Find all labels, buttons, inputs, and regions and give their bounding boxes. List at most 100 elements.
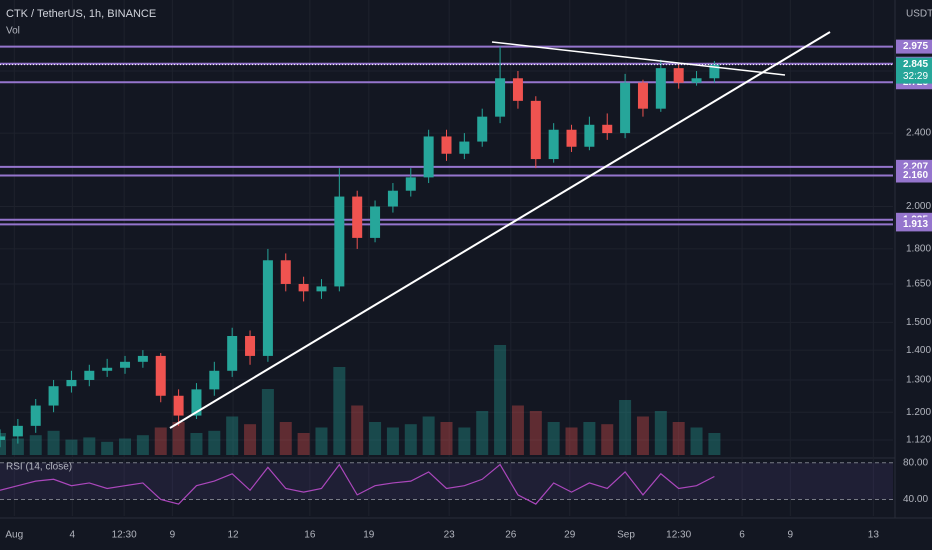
volume-bar — [494, 345, 507, 455]
level-label: 2.160 — [903, 170, 928, 181]
x-tick-label: 6 — [739, 530, 745, 541]
y-tick-label: 1.120 — [906, 435, 931, 446]
volume-bar — [351, 405, 364, 455]
rsi-tick-label: 40.00 — [903, 494, 928, 505]
y-tick-label: 1.800 — [906, 244, 931, 255]
volume-bar — [369, 422, 382, 455]
x-tick-label: Aug — [5, 530, 23, 541]
x-tick-label: 13 — [868, 530, 880, 541]
candle-body — [334, 196, 345, 287]
volume-bar — [279, 422, 292, 455]
x-tick-label: 12:30 — [112, 530, 137, 541]
y-tick-label: 2.000 — [906, 201, 931, 212]
candle-body — [512, 78, 523, 101]
volume-bar — [119, 438, 132, 455]
volume-bar — [404, 424, 417, 455]
volume-bar — [565, 427, 578, 455]
volume-bar — [333, 367, 346, 455]
volume-bar — [172, 422, 185, 455]
x-tick-label: 16 — [304, 530, 316, 541]
x-tick-label: Sep — [617, 530, 635, 541]
volume-bar — [601, 424, 614, 455]
volume-bar — [154, 427, 167, 455]
candle-body — [602, 124, 613, 134]
x-tick-label: 9 — [170, 530, 176, 541]
volume-bar — [101, 441, 114, 455]
volume-bar — [708, 433, 721, 455]
level-tag — [896, 168, 932, 183]
x-tick-label: 29 — [564, 530, 576, 541]
candle-body — [405, 177, 416, 191]
candle-body — [84, 370, 95, 380]
volume-bar — [136, 435, 149, 455]
candle-body — [316, 286, 327, 292]
candle-body — [30, 405, 41, 426]
candle-body — [548, 129, 559, 160]
volume-bar — [297, 433, 310, 455]
candle-body — [155, 355, 166, 396]
candle-body — [370, 206, 381, 238]
last-price-tag — [896, 57, 932, 84]
x-tick-label: 23 — [444, 530, 456, 541]
candle-body — [655, 68, 666, 109]
candle-body — [423, 136, 434, 178]
y-tick-label: 1.300 — [906, 375, 931, 386]
candle-body — [137, 355, 148, 362]
volume-bar — [476, 411, 489, 455]
candle-body — [620, 82, 631, 134]
volume-bar — [11, 438, 24, 455]
trendline — [169, 31, 831, 429]
level-label: 1.913 — [903, 219, 928, 230]
volume-bar — [636, 416, 649, 455]
rsi-tick-label: 80.00 — [903, 457, 928, 468]
volume-bar — [529, 411, 542, 455]
candle-body — [102, 367, 113, 371]
volume-bar — [386, 427, 399, 455]
countdown: 32:29 — [903, 71, 928, 82]
level-label: 2.207 — [903, 161, 928, 172]
level-label: 2.975 — [903, 41, 928, 52]
volume-bar — [29, 435, 42, 455]
x-tick-label: 4 — [70, 530, 76, 541]
volume-bar — [619, 400, 632, 455]
candle-body — [495, 78, 506, 117]
candle-body — [245, 335, 256, 356]
candle-body — [209, 370, 220, 390]
volume-bar — [190, 433, 203, 455]
rsi-line — [0, 463, 715, 505]
y-tick-label: 1.650 — [906, 279, 931, 290]
candle-body — [191, 389, 202, 416]
level-tag — [896, 217, 932, 232]
volume-bar — [690, 427, 703, 455]
candle-body — [298, 283, 309, 292]
x-tick-label: 12:30 — [666, 530, 691, 541]
candle-body — [673, 68, 684, 83]
last-price-label: 2.845 — [903, 59, 928, 70]
volume-bar — [547, 422, 560, 455]
volume-bar — [65, 439, 78, 455]
candle-body — [280, 260, 291, 284]
volume-bar — [261, 389, 274, 455]
volume-bar — [458, 427, 471, 455]
candle-body — [12, 425, 23, 437]
volume-bar — [0, 433, 6, 455]
candle-body — [48, 386, 59, 406]
volume-label: Vol — [6, 26, 20, 37]
rsi-band — [0, 462, 893, 500]
candle-body — [530, 100, 541, 160]
volume-bar — [511, 405, 524, 455]
candle-body — [352, 196, 363, 238]
candle-body — [120, 361, 131, 368]
trendline — [491, 41, 786, 76]
volume-bar — [654, 411, 667, 455]
candle-body — [441, 136, 452, 154]
y-tick-label: 1.200 — [906, 407, 931, 418]
candle-body — [227, 335, 238, 371]
volume-bar — [583, 422, 596, 455]
candle-body — [691, 78, 702, 83]
candle-body — [459, 141, 470, 154]
level-tag — [896, 39, 932, 54]
candle-body — [0, 436, 5, 440]
candle-body — [262, 260, 273, 356]
y-tick-label: 1.400 — [906, 345, 931, 356]
